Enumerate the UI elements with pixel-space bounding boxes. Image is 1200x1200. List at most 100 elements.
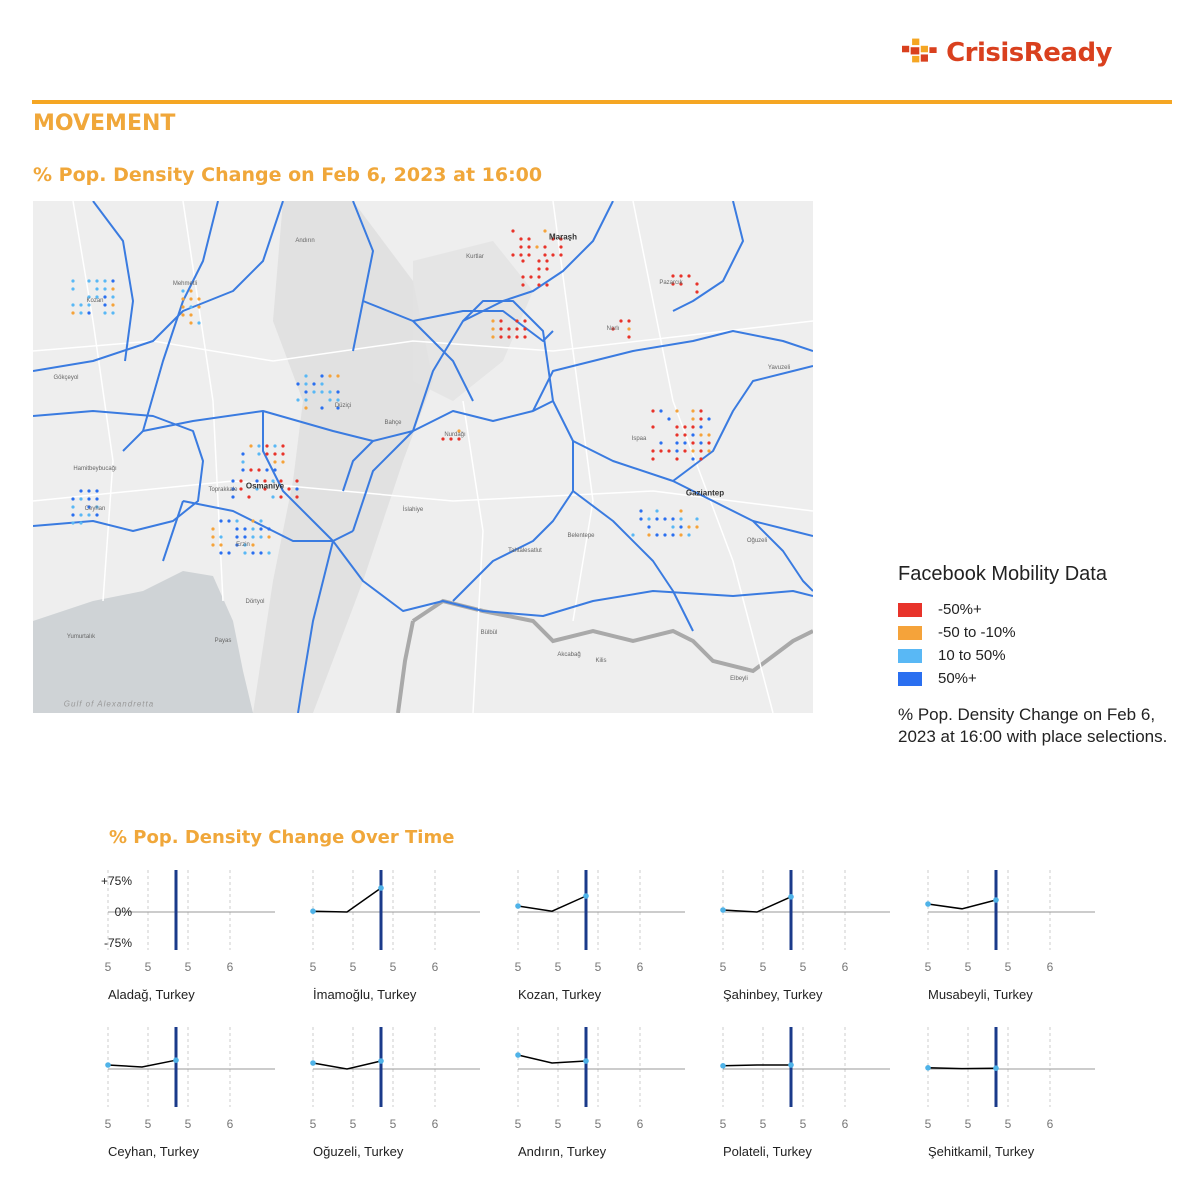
data-point[interactable] [993,897,999,903]
data-point[interactable] [720,1063,726,1069]
series-line [517,895,587,912]
density-dot [243,527,247,531]
data-point[interactable] [788,1062,794,1068]
data-point[interactable] [925,901,931,907]
data-point[interactable] [583,1058,589,1064]
x-tick-label: 5 [349,960,357,974]
density-dot [304,382,308,386]
density-dot [87,513,91,517]
place-name: Şahinbey, Turkey [723,987,823,1002]
data-point[interactable] [788,894,794,900]
sparkline-plot [310,1027,480,1107]
label-oguzeli: Oğuzeli [746,538,768,544]
sparkline-plot [720,870,890,950]
density-dot [691,409,695,413]
density-dot [79,311,83,315]
density-dot [273,468,277,472]
density-dot [659,441,663,445]
density-dot [619,319,623,323]
density-map[interactable]: Maraşh Osmaniye Gaziantep Kozan Ceyhan A… [33,201,813,713]
density-dot [527,253,531,257]
data-point[interactable] [310,1060,316,1066]
density-dot [695,517,699,521]
data-point[interactable] [378,885,384,891]
density-dot [235,519,239,523]
x-tick-label: 5 [554,1117,562,1131]
small-multiple-chart: 5 5 5 6 Musabeyli, Turkey [920,860,1120,1010]
density-dot [71,287,75,291]
density-dot [95,505,99,509]
density-dot [87,303,91,307]
density-dot [273,444,277,448]
label-belentepe: Belentepe [567,533,595,539]
density-dot [667,449,671,453]
sparkline-plot [310,870,480,950]
density-dot [441,437,445,441]
legend-item: 50%+ [898,667,1178,690]
density-dot [281,460,285,464]
density-dot [111,279,115,283]
data-point[interactable] [173,1057,179,1063]
density-dot [211,527,215,531]
density-dot [271,479,275,483]
x-tick-label: 5 [144,960,152,974]
data-point[interactable] [515,903,521,909]
section-title: MOVEMENT [33,111,176,136]
density-dot [71,497,75,501]
data-point[interactable] [720,907,726,913]
data-point[interactable] [993,1065,999,1071]
density-dot [79,513,83,517]
data-point[interactable] [378,1058,384,1064]
density-dot [336,398,340,402]
label-toprakkale: Toprakkale [208,487,238,493]
label-tahtalesatlut: Tahtalesatlut [508,548,542,554]
density-dot [611,327,615,331]
x-tick-label: 6 [841,960,849,974]
density-dot [265,444,269,448]
density-dot [111,303,115,307]
density-dot [545,283,549,287]
series-line [312,887,382,913]
density-dot [281,452,285,456]
density-dot [249,444,253,448]
density-dot [197,305,201,309]
density-dot [181,289,185,293]
density-dot [267,551,271,555]
density-dot [95,295,99,299]
density-dot [251,527,255,531]
density-dot [71,303,75,307]
data-point[interactable] [105,1062,111,1068]
label-akcabag: Akcabağ [557,652,581,658]
data-point[interactable] [515,1052,521,1058]
density-dot [679,509,683,513]
density-dot [543,253,547,257]
legend-label: 10 to 50% [938,647,1006,664]
x-tick-label: 5 [184,1117,192,1131]
label-gokceyol: Gökçeyol [53,375,79,381]
density-dot [251,551,255,555]
data-point[interactable] [310,908,316,914]
label-osmaniye: Osmaniye [245,481,285,491]
density-dot [543,229,547,233]
x-tick-label: 5 [924,1117,932,1131]
legend-label: -50 to -10% [938,624,1016,641]
density-dot [707,449,711,453]
density-dot [95,287,99,291]
x-tick-label: 5 [389,1117,397,1131]
x-tick-label: 5 [184,960,192,974]
density-dot [95,279,99,283]
density-dot [79,489,83,493]
density-dot [457,429,461,433]
density-dot [320,390,324,394]
label-narli: Narlı [606,326,620,332]
data-point[interactable] [925,1065,931,1071]
x-tick-label: 6 [431,960,439,974]
density-dot [519,245,523,249]
legend-item: -50%+ [898,598,1178,621]
data-point[interactable] [583,893,589,899]
density-dot [651,409,655,413]
density-dot [219,543,223,547]
density-dot [219,535,223,539]
density-dot [679,533,683,537]
density-dot [521,259,525,263]
